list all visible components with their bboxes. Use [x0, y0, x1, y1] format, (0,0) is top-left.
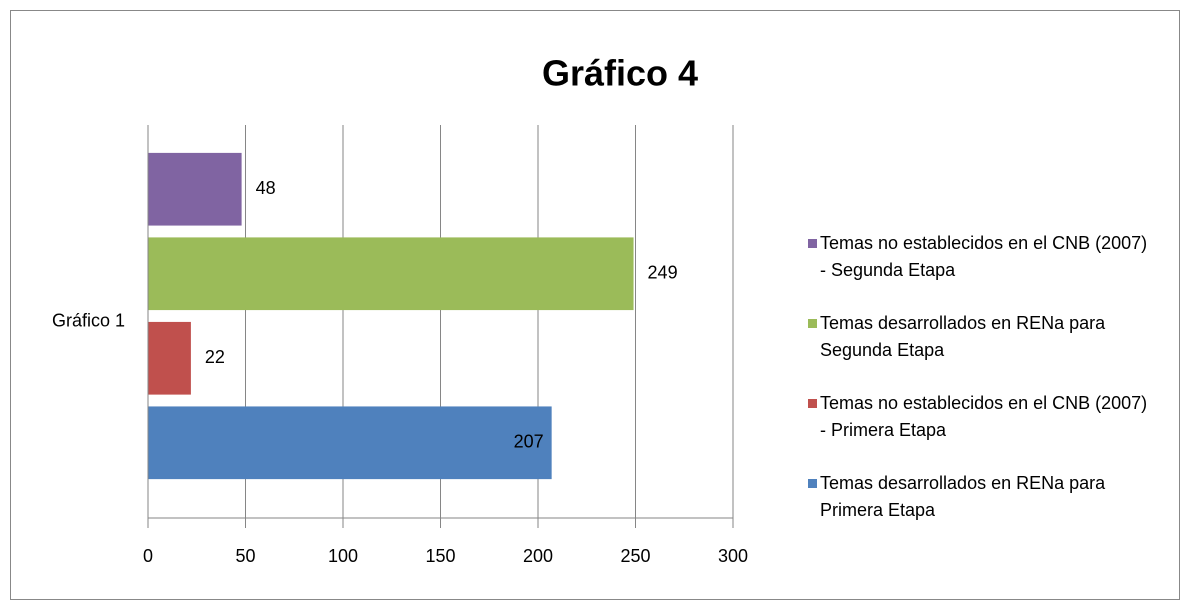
x-tick-label: 150 [425, 546, 455, 566]
legend-item: Temas no establecidos en el CNB (2007) -… [808, 230, 1148, 284]
legend-swatch [808, 239, 817, 248]
y-tick-label: Gráfico 1 [52, 310, 125, 330]
data-label: 22 [205, 347, 225, 367]
x-tick-label: 0 [143, 546, 153, 566]
legend-swatch [808, 319, 817, 328]
data-label: 249 [648, 262, 678, 282]
legend: Temas no establecidos en el CNB (2007) -… [808, 230, 1148, 550]
legend-swatch [808, 399, 817, 408]
x-tick-label: 300 [718, 546, 748, 566]
data-label: 207 [514, 432, 544, 452]
bar [148, 237, 634, 311]
legend-label: Temas no establecidos en el CNB (2007) -… [820, 233, 1148, 280]
legend-item: Temas no establecidos en el CNB (2007) -… [808, 390, 1148, 444]
chart-title: Gráfico 4 [542, 53, 698, 94]
data-label: 48 [256, 178, 276, 198]
x-tick-label: 50 [235, 546, 255, 566]
legend-swatch [808, 479, 817, 488]
legend-label: Temas no establecidos en el CNB (2007) -… [820, 393, 1148, 440]
bar [148, 321, 191, 395]
x-tick-label: 250 [620, 546, 650, 566]
bar [148, 406, 552, 480]
legend-item: Temas desarrollados en RENa para Segunda… [808, 310, 1148, 364]
legend-item: Temas desarrollados en RENa para Primera… [808, 470, 1148, 524]
legend-label: Temas desarrollados en RENa para Primera… [820, 473, 1106, 520]
legend-label: Temas desarrollados en RENa para Segunda… [820, 313, 1106, 360]
x-tick-label: 200 [523, 546, 553, 566]
x-tick-label: 100 [328, 546, 358, 566]
bar [148, 152, 242, 226]
